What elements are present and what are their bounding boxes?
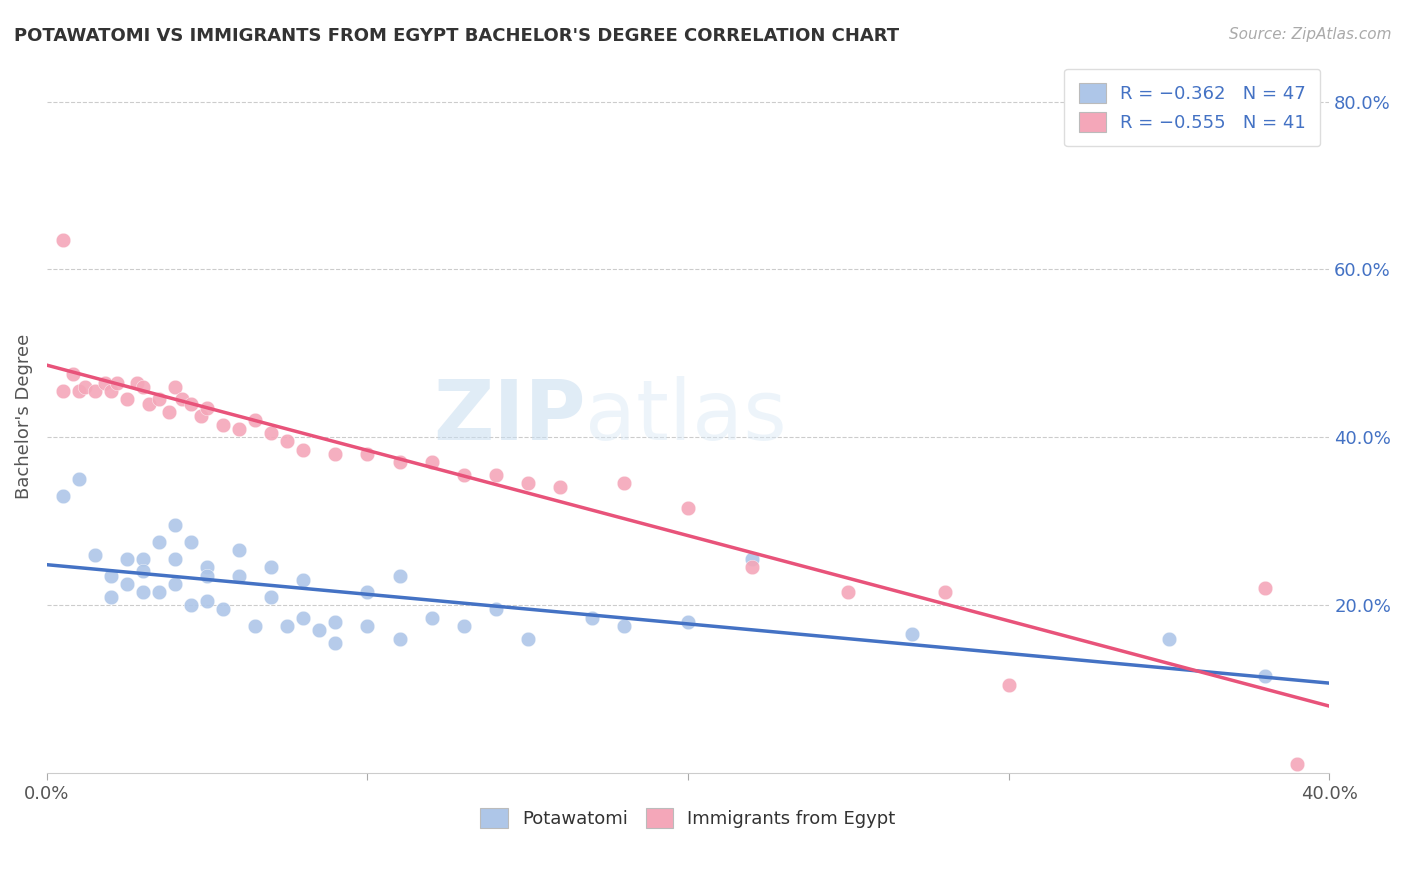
Point <box>84 548 107 562</box>
Point <box>148 585 170 599</box>
Point <box>453 619 475 633</box>
Point <box>132 551 155 566</box>
Point <box>356 447 378 461</box>
Point <box>212 417 235 432</box>
Point <box>138 396 160 410</box>
Point <box>52 384 75 398</box>
Point <box>997 678 1019 692</box>
Point <box>453 467 475 482</box>
Point <box>485 602 508 616</box>
Point <box>75 380 97 394</box>
Point <box>276 434 298 449</box>
Text: POTAWATOMI VS IMMIGRANTS FROM EGYPT BACHELOR'S DEGREE CORRELATION CHART: POTAWATOMI VS IMMIGRANTS FROM EGYPT BACH… <box>14 27 900 45</box>
Point <box>292 610 315 624</box>
Point <box>613 476 636 491</box>
Point <box>581 610 603 624</box>
Point <box>356 585 378 599</box>
Point <box>212 602 235 616</box>
Point <box>292 442 315 457</box>
Point <box>132 380 155 394</box>
Point <box>52 489 75 503</box>
Point <box>388 632 411 646</box>
Point <box>276 619 298 633</box>
Point <box>837 585 859 599</box>
Point <box>741 551 763 566</box>
Point <box>190 409 212 424</box>
Point <box>1286 757 1309 772</box>
Point <box>260 560 283 574</box>
Point <box>148 535 170 549</box>
Point <box>260 425 283 440</box>
Point <box>388 568 411 582</box>
Point <box>325 636 347 650</box>
Point <box>62 368 84 382</box>
Point <box>516 632 538 646</box>
Legend: Potawatomi, Immigrants from Egypt: Potawatomi, Immigrants from Egypt <box>474 801 903 835</box>
Point <box>100 590 122 604</box>
Point <box>325 615 347 629</box>
Point <box>170 392 193 407</box>
Point <box>132 565 155 579</box>
Point <box>1254 669 1277 683</box>
Point <box>115 392 138 407</box>
Point <box>548 481 571 495</box>
Point <box>93 376 115 390</box>
Point <box>165 551 187 566</box>
Point <box>165 577 187 591</box>
Point <box>420 455 443 469</box>
Point <box>67 384 90 398</box>
Point <box>485 467 508 482</box>
Point <box>165 380 187 394</box>
Point <box>157 405 180 419</box>
Point <box>260 590 283 604</box>
Point <box>132 585 155 599</box>
Text: ZIP: ZIP <box>433 376 585 457</box>
Point <box>180 535 202 549</box>
Point <box>52 233 75 247</box>
Point <box>195 593 218 607</box>
Point <box>245 413 267 427</box>
Point <box>67 472 90 486</box>
Point <box>125 376 148 390</box>
Point <box>115 551 138 566</box>
Point <box>325 447 347 461</box>
Point <box>516 476 538 491</box>
Point <box>292 573 315 587</box>
Point <box>228 568 250 582</box>
Text: atlas: atlas <box>585 376 787 457</box>
Point <box>1254 581 1277 595</box>
Point <box>100 384 122 398</box>
Point <box>676 615 699 629</box>
Point <box>195 568 218 582</box>
Point <box>107 376 129 390</box>
Point <box>420 610 443 624</box>
Point <box>613 619 636 633</box>
Point <box>180 598 202 612</box>
Point <box>195 401 218 415</box>
Point <box>308 623 330 637</box>
Point <box>84 384 107 398</box>
Point <box>901 627 924 641</box>
Point <box>245 619 267 633</box>
Point <box>228 543 250 558</box>
Point <box>356 619 378 633</box>
Point <box>195 560 218 574</box>
Y-axis label: Bachelor's Degree: Bachelor's Degree <box>15 334 32 499</box>
Point <box>676 501 699 516</box>
Point <box>934 585 956 599</box>
Point <box>115 577 138 591</box>
Point <box>1157 632 1180 646</box>
Point <box>741 560 763 574</box>
Point <box>180 396 202 410</box>
Text: Source: ZipAtlas.com: Source: ZipAtlas.com <box>1229 27 1392 42</box>
Point <box>148 392 170 407</box>
Point <box>228 422 250 436</box>
Point <box>388 455 411 469</box>
Point <box>100 568 122 582</box>
Point <box>165 518 187 533</box>
